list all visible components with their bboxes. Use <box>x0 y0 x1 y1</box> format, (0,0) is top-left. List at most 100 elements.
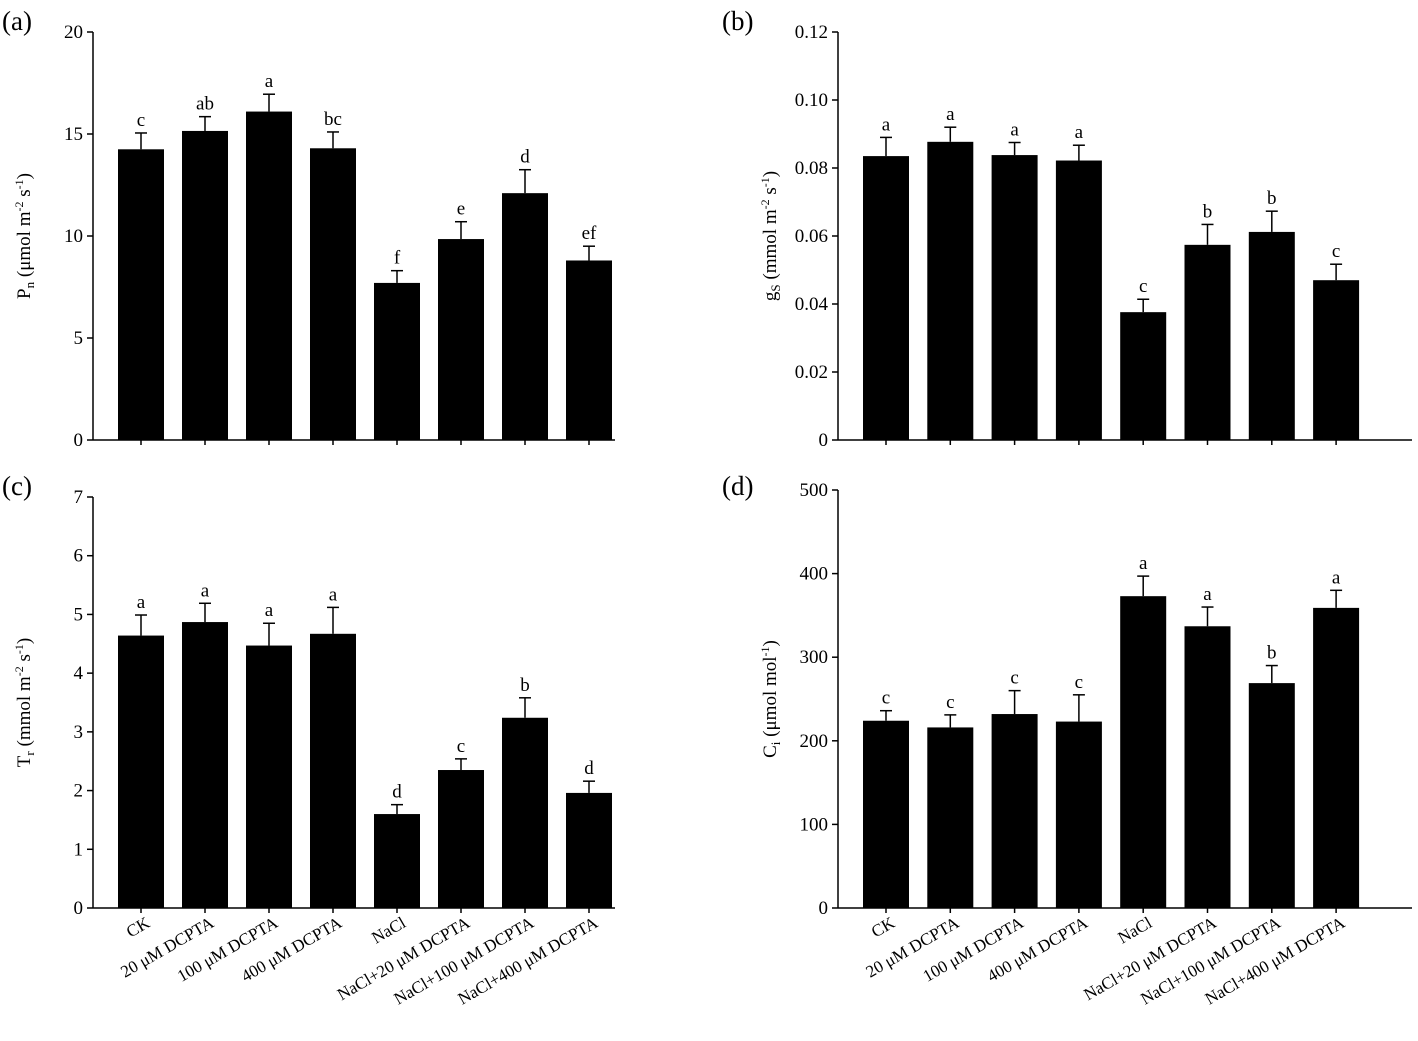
y-tick-label: 7 <box>74 487 84 508</box>
panel-a: (a) 0 5 10 15 20 Pn (μmol m-2 s-1) c ab a bc f e d ef <box>2 6 615 451</box>
significance-letter: b <box>520 675 530 696</box>
y-axis-label-part: (mmol m <box>14 676 35 751</box>
bar <box>438 770 484 908</box>
significance-letter: a <box>882 114 891 135</box>
significance-letter: c <box>137 110 145 131</box>
bar <box>1313 280 1360 440</box>
significance-letter: e <box>457 199 465 220</box>
significance-letter: c <box>1075 672 1083 693</box>
significance-letter: a <box>946 104 955 125</box>
bar <box>502 193 548 440</box>
significance-letter: b <box>1267 188 1277 209</box>
y-axis-label-part: T <box>14 755 35 767</box>
y-axis-label-part: -1 <box>758 646 772 656</box>
significance-letter: a <box>1075 122 1084 143</box>
significance-letter: c <box>457 736 465 757</box>
significance-letter: f <box>394 248 401 269</box>
bar <box>438 239 484 440</box>
significance-letter: ef <box>582 223 597 244</box>
bar <box>246 111 292 440</box>
y-axis-label-part: C <box>760 745 781 758</box>
bar <box>118 149 164 441</box>
bar <box>991 714 1038 908</box>
y-axis-label-part: -1 <box>12 644 26 654</box>
bar <box>863 720 909 908</box>
bar <box>374 282 420 440</box>
bar <box>118 635 164 908</box>
bar <box>1248 231 1295 440</box>
bar <box>182 622 228 908</box>
y-axis-label-part: s <box>14 189 35 201</box>
y-axis-label-part: (μmol mol <box>760 656 781 741</box>
bar <box>1184 626 1231 908</box>
y-tick-label: 0.04 <box>795 294 829 315</box>
y-tick-label: 0 <box>74 430 84 451</box>
significance-letter: bc <box>324 109 342 130</box>
y-axis-label-part: -1 <box>758 177 772 187</box>
y-axis-label-part: n <box>22 281 37 288</box>
bar <box>991 155 1038 440</box>
y-tick-label: 300 <box>800 647 829 668</box>
bar <box>566 792 612 908</box>
y-tick-label: 0 <box>819 430 829 451</box>
y-tick-label: 15 <box>64 124 83 145</box>
bar <box>1248 683 1295 908</box>
y-tick-label: 10 <box>64 226 83 247</box>
y-axis-label-part: ) <box>14 173 35 179</box>
bar <box>863 156 909 440</box>
y-tick-label: 0.10 <box>795 90 828 111</box>
bar <box>927 727 974 908</box>
x-tick-label: CK <box>123 913 154 942</box>
y-tick-label: 400 <box>800 564 829 585</box>
y-axis-label: Pn (μmol m-2 s-1) <box>12 173 37 299</box>
y-tick-label: 100 <box>800 814 829 835</box>
bar <box>246 645 292 908</box>
y-tick-label: 1 <box>74 839 84 860</box>
y-axis-label-part: r <box>22 751 37 756</box>
bar <box>927 141 974 440</box>
y-tick-label: 0.06 <box>795 226 828 247</box>
significance-letter: a <box>329 584 338 605</box>
significance-letter: c <box>1332 241 1340 262</box>
y-axis-label-part: ) <box>760 171 781 177</box>
y-axis-label-part: ) <box>14 638 35 644</box>
y-axis-label-part: -1 <box>12 179 26 189</box>
y-axis-label: gS (mmol m-2 s-1) <box>758 171 783 301</box>
y-tick-label: 0 <box>819 898 829 919</box>
significance-letter: a <box>1332 567 1341 588</box>
y-tick-label: 5 <box>74 604 84 625</box>
y-axis-label-part: s <box>14 654 35 666</box>
y-axis-label-part: P <box>14 288 35 299</box>
y-axis-label-part: s <box>760 187 781 199</box>
significance-letter: a <box>1139 553 1148 574</box>
significance-letter: d <box>392 782 402 803</box>
x-tick-label: CK <box>868 913 899 942</box>
bar <box>1313 607 1360 908</box>
bar <box>1120 596 1167 908</box>
panel-label: (d) <box>722 471 753 501</box>
x-tick-label: NaCl <box>368 913 409 948</box>
significance-letter: a <box>201 580 210 601</box>
significance-letter: c <box>1139 276 1147 297</box>
significance-letter: a <box>137 592 146 613</box>
significance-letter: a <box>265 600 274 621</box>
bar <box>1055 160 1102 440</box>
bar <box>310 633 356 908</box>
x-tick-label: NaCl <box>1115 913 1156 948</box>
y-axis-label-part: g <box>760 291 781 301</box>
significance-letter: a <box>1203 584 1212 605</box>
y-axis-label-part: -2 <box>12 202 26 212</box>
bar <box>1184 244 1231 440</box>
y-tick-label: 6 <box>74 546 84 567</box>
y-tick-label: 500 <box>800 480 829 501</box>
bar <box>374 814 420 908</box>
significance-letter: c <box>946 692 954 713</box>
panel-label: (c) <box>2 471 32 501</box>
significance-letter: ab <box>196 94 214 115</box>
y-tick-label: 0 <box>74 898 84 919</box>
y-tick-label: 0.08 <box>795 158 828 179</box>
bar <box>502 717 548 908</box>
